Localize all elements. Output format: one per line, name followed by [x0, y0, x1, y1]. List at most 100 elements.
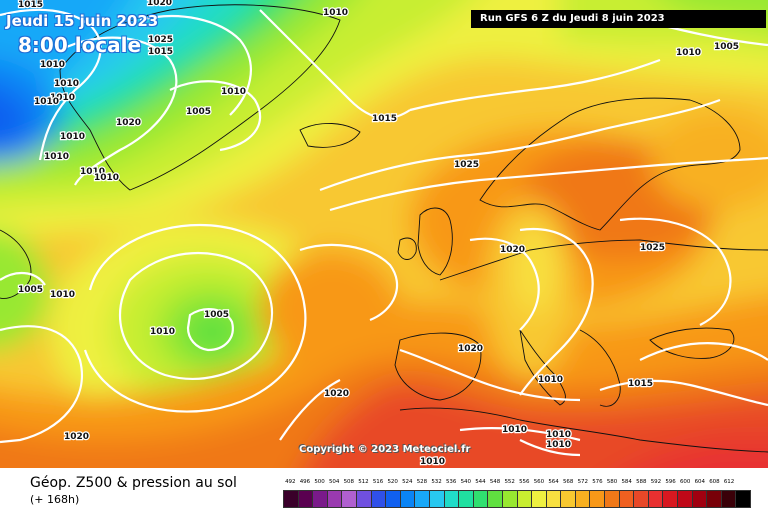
scale-swatch — [342, 491, 357, 507]
isobar-label: 1020 — [500, 245, 525, 255]
scale-swatch — [313, 491, 328, 507]
scale-label: 560 — [533, 479, 545, 485]
scale-swatch — [386, 491, 401, 507]
scale-label: 524 — [402, 479, 413, 485]
scale-label — [736, 476, 751, 488]
scale-swatch — [678, 491, 693, 507]
isobar-label: 1015 — [148, 47, 173, 57]
scale-swatch — [444, 491, 460, 507]
scale-swatch — [415, 491, 430, 507]
isobar-label: 1010 — [50, 93, 75, 103]
scale-swatch — [284, 491, 299, 507]
scale-label: 580 — [606, 479, 618, 485]
scale-swatch — [400, 491, 416, 507]
isobar-label: 1010 — [60, 132, 85, 142]
scale-label: 508 — [343, 479, 355, 485]
run-info-box: Run GFS 6 Z du Jeudi 8 juin 2023 — [471, 10, 766, 28]
scale-swatch — [429, 491, 445, 507]
scale-label: 512 — [358, 479, 369, 485]
isobar-label: 1010 — [94, 173, 119, 183]
scale-swatch — [707, 491, 722, 507]
scale-label: 584 — [621, 479, 632, 485]
scale-swatch — [575, 491, 591, 507]
scale-label: 532 — [431, 479, 442, 485]
scale-swatch — [692, 491, 708, 507]
isobar-label: 1010 — [502, 425, 527, 435]
scale-swatch — [605, 491, 620, 507]
legend-title: Géop. Z500 & pression au sol — [30, 475, 237, 491]
scale-swatch — [502, 491, 518, 507]
scale-swatch — [648, 491, 664, 507]
scale-label: 552 — [504, 479, 515, 485]
isobar-label: 1010 — [40, 60, 65, 70]
color-scale-swatches — [283, 490, 751, 508]
scale-label: 588 — [636, 479, 647, 485]
scale-label: 492 — [285, 479, 296, 485]
scale-label: 500 — [314, 479, 325, 485]
isobar-label: 1025 — [640, 243, 665, 253]
scale-swatch — [327, 491, 343, 507]
isobar-label: 1010 — [44, 152, 69, 162]
geopotential-map: 1015 102010101025101510101010101010101010… — [0, 0, 768, 468]
isobar-label: 1005 — [18, 285, 43, 295]
isobar-label: 1015 — [372, 114, 397, 124]
isobar-labels: 1015 102010101025101510101010101010101010… — [17, 0, 740, 468]
isobar-label: 1020 — [64, 432, 89, 442]
isobar-label: 1010 — [80, 167, 105, 177]
isobar-label: 1010 — [50, 290, 75, 300]
scale-label: 504 — [328, 479, 340, 485]
color-scale-labels: 492 496 500 504 508 512 516 520 524 528 532 536 540 5… — [283, 476, 751, 488]
scale-label: 520 — [387, 479, 398, 485]
scale-label: 568 — [562, 479, 574, 485]
isobar-label: 1010 — [34, 97, 59, 107]
scale-label: 572 — [577, 479, 589, 485]
isobar-label: 1005 — [714, 42, 739, 52]
scale-label: 536 — [445, 479, 457, 485]
isobar-label: 1010 — [676, 48, 701, 58]
scale-swatch — [619, 491, 635, 507]
scale-swatch — [561, 491, 576, 507]
isobar-label: 1010 — [420, 457, 445, 467]
copyright-notice: Copyright © 2023 Meteociel.fr — [299, 444, 471, 455]
scale-label: 564 — [548, 479, 559, 485]
isobar-label: 1005 — [186, 107, 211, 117]
scale-swatch — [590, 491, 606, 507]
isobars — [0, 8, 768, 457]
isobar-label: 1015 — [628, 379, 653, 389]
isobar-label: 1020 — [147, 0, 172, 8]
isobar-label: 1010 — [150, 327, 175, 337]
z500-color-field — [0, 0, 768, 468]
scale-swatch — [736, 491, 750, 507]
scale-label: 556 — [519, 479, 530, 485]
color-scale: 492 496 500 504 508 512 516 520 524 528 532 536 540 5… — [283, 476, 751, 509]
valid-date: Jeudi 15 juin 2023 — [6, 12, 159, 30]
scale-label: 516 — [372, 479, 384, 485]
scale-label: 600 — [679, 479, 691, 485]
scale-label: 604 — [694, 479, 706, 485]
scale-label: 496 — [299, 479, 311, 485]
scale-swatch — [371, 491, 387, 507]
scale-swatch — [488, 491, 503, 507]
scale-label: 576 — [592, 479, 603, 485]
isobar-label: 1010 — [538, 375, 563, 385]
isobar-label: 1010 — [54, 79, 79, 89]
scale-swatch — [634, 491, 649, 507]
scale-label: 528 — [416, 479, 428, 485]
isobar-label: 1015 — [18, 0, 43, 10]
isobar-label: 1005 — [204, 310, 229, 320]
scale-swatch — [546, 491, 562, 507]
scale-swatch — [298, 491, 314, 507]
scale-label: 548 — [489, 479, 501, 485]
scale-label: 596 — [665, 479, 676, 485]
isobar-label: 1010 — [546, 440, 571, 450]
forecast-lead-time: (+ 168h) — [30, 493, 80, 506]
scale-label: 544 — [475, 479, 486, 485]
scale-label: 608 — [709, 479, 720, 485]
isobar-label: 1025 — [454, 160, 479, 170]
isobar-label: 1010 — [323, 8, 348, 18]
scale-swatch — [517, 491, 533, 507]
scale-label: 592 — [650, 479, 662, 485]
scale-swatch — [473, 491, 489, 507]
isobar-label: 1010 — [546, 430, 571, 440]
isobar-label: 1020 — [458, 344, 483, 354]
